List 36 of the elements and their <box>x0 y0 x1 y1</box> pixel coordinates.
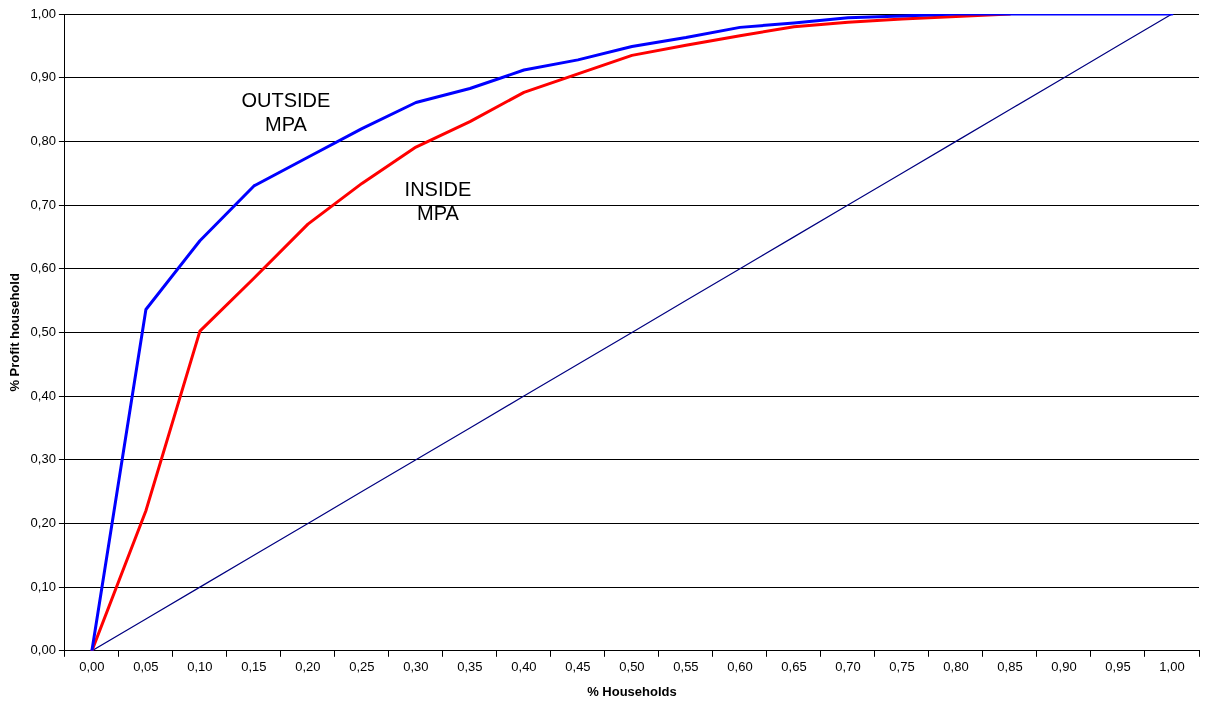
y-tick-label: 0,20 <box>30 515 56 531</box>
x-tick-label: 0,05 <box>133 659 159 675</box>
y-axis-title: % Profit household <box>7 273 23 392</box>
x-tick-label: 0,30 <box>403 659 429 675</box>
y-tick-label: 0,70 <box>30 196 56 212</box>
y-tick-label: 1,00 <box>30 5 56 21</box>
y-tick-label: 0,50 <box>30 323 56 339</box>
x-tick-label: 0,15 <box>241 659 267 675</box>
y-tick-label: 0,00 <box>30 642 56 658</box>
series-label: OUTSIDE MPA <box>241 88 331 135</box>
y-tick-label: 0,80 <box>30 132 56 148</box>
y-tick-label: 0,60 <box>30 260 56 276</box>
x-tick-label: 0,40 <box>511 659 537 675</box>
x-tick-label: 0,95 <box>1105 659 1131 675</box>
y-tick-label: 0,10 <box>30 578 56 594</box>
y-tick-label: 0,30 <box>30 451 56 467</box>
x-tick-label: 0,00 <box>79 659 105 675</box>
x-tick-label: 0,50 <box>619 659 645 675</box>
x-tick-label: 0,35 <box>457 659 483 675</box>
x-tick-label: 0,85 <box>997 659 1023 675</box>
x-tick-label: 0,60 <box>727 659 753 675</box>
series-label: INSIDE MPA <box>404 177 472 224</box>
x-tick-label: 0,80 <box>943 659 969 675</box>
x-tick-label: 0,90 <box>1051 659 1077 675</box>
x-tick-label: 0,20 <box>295 659 321 675</box>
y-tick-label: 0,40 <box>30 387 56 403</box>
x-tick-label: 0,75 <box>889 659 915 675</box>
x-tick-label: 0,70 <box>835 659 861 675</box>
x-tick-label: 1,00 <box>1159 659 1185 675</box>
x-tick-label: 0,25 <box>349 659 375 675</box>
x-axis-title: % Households <box>587 683 677 699</box>
x-tick-label: 0,55 <box>673 659 699 675</box>
x-tick-label: 0,65 <box>781 659 807 675</box>
y-tick-label: 0,90 <box>30 69 56 85</box>
x-tick-label: 0,45 <box>565 659 591 675</box>
x-tick-label: 0,10 <box>187 659 213 675</box>
